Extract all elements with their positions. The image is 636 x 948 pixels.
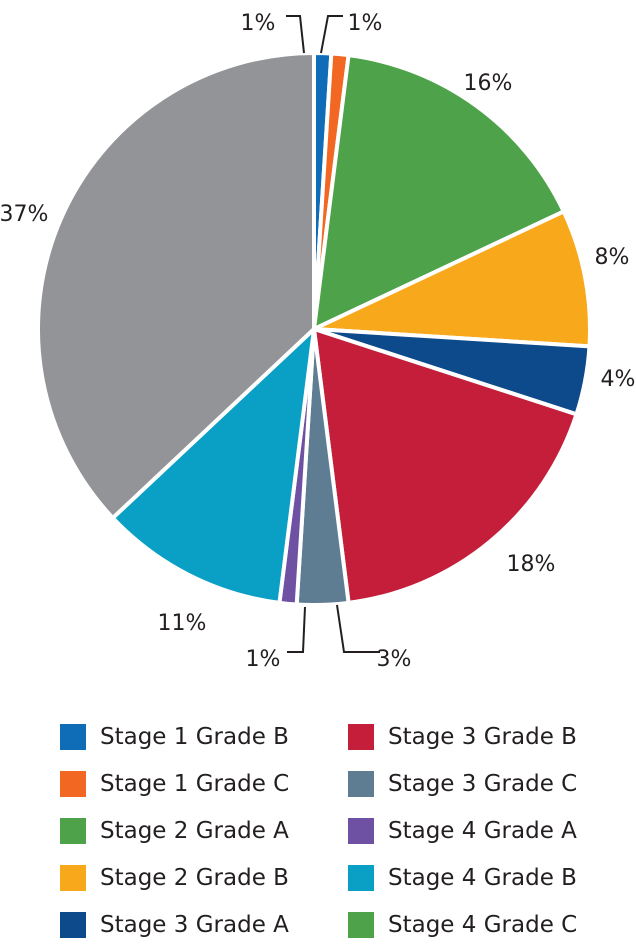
slice-label-stage-3-grade-a: 4% — [601, 367, 636, 392]
legend-item-stage-4-grade-a: Stage 4 Grade A — [348, 813, 577, 849]
slice-stage-4-grade-c — [36, 51, 316, 520]
legend-item-stage-2-grade-a: Stage 2 Grade A — [60, 813, 289, 849]
legend-swatch — [348, 865, 374, 891]
legend-swatch — [348, 912, 374, 938]
leader-line-stage-1-grade-b — [286, 15, 305, 54]
legend-swatch — [348, 771, 374, 797]
legend-swatch — [60, 865, 86, 891]
pie-slices — [36, 50, 592, 607]
legend-item-stage-4-grade-c: Stage 4 Grade C — [348, 907, 577, 943]
leader-line-stage-1-grade-c — [320, 15, 343, 54]
legend-swatch — [348, 724, 374, 750]
legend-label: Stage 2 Grade B — [100, 865, 289, 891]
legend-label: Stage 1 Grade B — [100, 724, 289, 750]
slice-labels: 1% 1% 16% 8% 4% 18% 3% 1% 11% 37% — [0, 11, 635, 672]
leader-line-stage-3-grade-c — [336, 604, 380, 653]
pie-chart: 1% 1% 16% 8% 4% 18% 3% 1% 11% 37% — [0, 11, 635, 672]
slice-label-stage-3-grade-c: 3% — [377, 647, 412, 672]
legend-label: Stage 3 Grade A — [100, 912, 289, 938]
legend-label: Stage 4 Grade B — [388, 865, 577, 891]
legend-swatch — [60, 771, 86, 797]
slice-label-stage-1-grade-c: 1% — [348, 11, 383, 36]
slice-label-stage-2-grade-b: 8% — [595, 245, 630, 270]
slice-stage-3-grade-b — [312, 327, 579, 605]
legend-label: Stage 4 Grade A — [388, 818, 577, 844]
legend-label: Stage 1 Grade C — [100, 771, 290, 797]
legend-label: Stage 3 Grade C — [388, 771, 578, 797]
slice-label-stage-1-grade-b: 1% — [241, 11, 276, 36]
legend-item-stage-3-grade-c: Stage 3 Grade C — [348, 766, 577, 802]
leader-lines — [286, 15, 380, 653]
slice-label-stage-2-grade-a: 16% — [464, 71, 513, 96]
slice-stage-4-grade-b — [110, 327, 316, 605]
legend-swatch — [60, 912, 86, 938]
legend-item-stage-4-grade-b: Stage 4 Grade B — [348, 860, 577, 896]
leader-line-stage-4-grade-a — [287, 606, 306, 653]
legend-swatch — [60, 724, 86, 750]
legend-label: Stage 4 Grade C — [388, 912, 578, 938]
legend-item-stage-1-grade-b: Stage 1 Grade B — [60, 719, 289, 755]
slice-label-stage-4-grade-b: 11% — [158, 611, 207, 636]
legend-item-stage-3-grade-a: Stage 3 Grade A — [60, 907, 289, 943]
legend-item-stage-1-grade-c: Stage 1 Grade C — [60, 766, 289, 802]
slice-stage-2-grade-b — [312, 209, 592, 349]
legend-swatch — [348, 818, 374, 844]
slice-label-stage-3-grade-b: 18% — [507, 552, 556, 577]
legend-item-stage-3-grade-b: Stage 3 Grade B — [348, 719, 577, 755]
slice-label-stage-4-grade-a: 1% — [246, 647, 281, 672]
legend-label: Stage 2 Grade A — [100, 818, 289, 844]
legend-label: Stage 3 Grade B — [388, 724, 577, 750]
slice-stage-2-grade-a — [312, 53, 566, 331]
slice-label-stage-4-grade-c: 37% — [0, 202, 48, 227]
legend-swatch — [60, 818, 86, 844]
legend-item-stage-2-grade-b: Stage 2 Grade B — [60, 860, 289, 896]
